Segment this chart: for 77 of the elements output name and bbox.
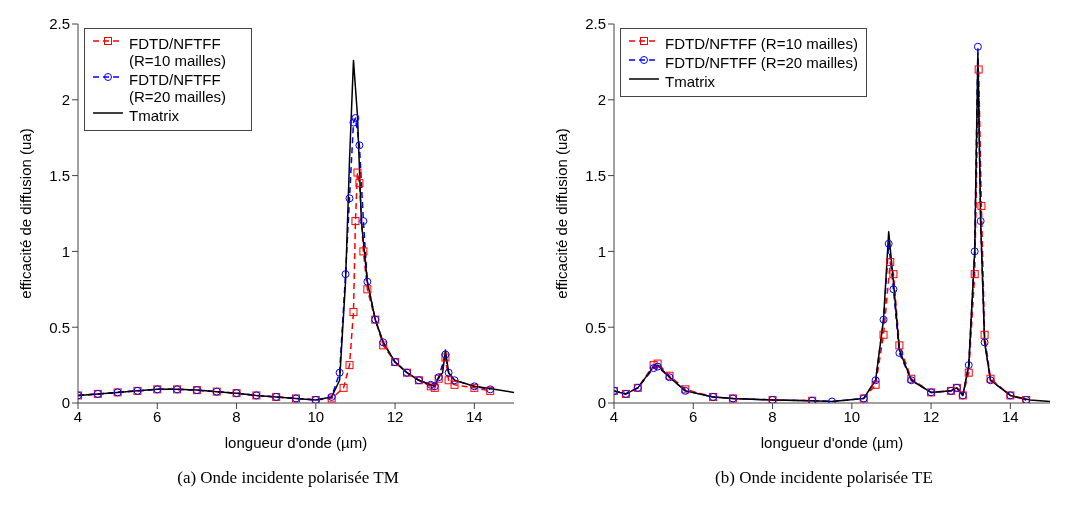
point	[355, 141, 364, 150]
legend-label: Tmatrix	[665, 73, 715, 90]
point	[335, 368, 344, 377]
y-axis-title: efficacité de diffusion (ua)	[17, 128, 35, 299]
y-tick-label: 0	[61, 394, 70, 412]
x-tick-label: 6	[689, 407, 698, 425]
point	[355, 179, 364, 188]
point	[879, 315, 888, 324]
legend-label: FDTD/NFTFF (R=10 mailles)	[665, 35, 858, 52]
x-tick-label: 4	[609, 407, 619, 425]
x-tick-label: 8	[768, 407, 777, 425]
x-tick-label: 4	[73, 407, 83, 425]
point	[351, 113, 360, 122]
x-tick-label: 12	[386, 407, 404, 425]
legend-label: FDTD/NFTFF (R=20 mailles)	[665, 54, 858, 71]
point	[980, 338, 989, 347]
y-tick-label: 0.5	[585, 318, 606, 336]
y-tick-label: 0	[597, 394, 606, 412]
point	[964, 368, 973, 377]
point	[964, 361, 973, 370]
point	[339, 383, 348, 392]
x-tick-label: 8	[232, 407, 241, 425]
y-tick-label: 1.5	[585, 166, 606, 184]
point	[970, 270, 979, 279]
point	[871, 380, 880, 389]
y-tick-label: 1	[61, 242, 70, 260]
point	[363, 277, 372, 286]
y-tick-label: 0.5	[49, 318, 70, 336]
y-tick-label: 2.5	[49, 15, 70, 33]
point	[879, 330, 888, 339]
point	[884, 239, 893, 248]
point	[828, 397, 836, 403]
x-tick-label: 14	[466, 407, 483, 425]
x-tick-label: 6	[153, 407, 162, 425]
point	[974, 65, 983, 74]
y-tick-label: 1	[597, 242, 606, 260]
point	[345, 361, 354, 370]
point	[973, 42, 982, 51]
text: (b) Onde incidente polarisée TE	[714, 468, 934, 488]
point	[353, 168, 362, 177]
point	[889, 285, 898, 294]
y-tick-label: 2	[61, 91, 70, 109]
point	[977, 201, 986, 210]
point	[444, 376, 453, 385]
y-tick-label: 2	[597, 91, 606, 109]
point	[359, 217, 368, 226]
y-axis-title: efficacité de diffusion (ua)	[553, 128, 571, 299]
y-tick-label: 2.5	[585, 15, 606, 33]
x-tick-label: 10	[307, 407, 325, 425]
x-tick-label: 14	[1002, 407, 1019, 425]
point	[351, 217, 360, 226]
point	[889, 270, 898, 279]
point	[450, 376, 459, 385]
point	[970, 247, 979, 256]
point	[976, 217, 985, 226]
point	[450, 380, 459, 389]
legend-label: FDTD/NFTFF (R=10 mailles)	[129, 35, 228, 69]
point	[363, 285, 372, 294]
point	[444, 368, 453, 377]
point	[895, 348, 904, 357]
point	[980, 330, 989, 339]
legend-label: FDTD/NFTFF (R=20 mailles)	[129, 71, 228, 105]
point	[341, 270, 350, 279]
point	[349, 118, 358, 127]
x-tick-label: 12	[922, 407, 940, 425]
x-tick-label: 10	[843, 407, 861, 425]
y-tick-label: 1.5	[49, 166, 70, 184]
point	[895, 341, 904, 350]
x-axis-title: longueur d'onde (µm)	[760, 434, 904, 451]
x-axis-title: longueur d'onde (µm)	[224, 434, 368, 451]
point	[886, 258, 895, 267]
point	[871, 376, 880, 385]
text: (a) Onde incidente polarisée TM	[176, 468, 400, 488]
legend-label: Tmatrix	[129, 107, 179, 124]
point	[359, 247, 368, 256]
point	[345, 194, 354, 203]
point	[349, 308, 358, 317]
